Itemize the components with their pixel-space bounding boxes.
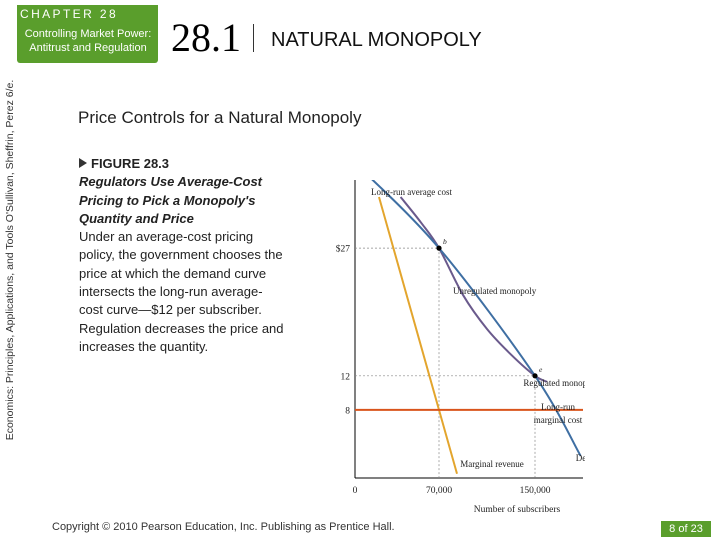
label-regulated-monopoly: Regulated monopoly	[523, 378, 585, 388]
book-credit-text: Economics: Principles, Applications, and…	[4, 79, 16, 441]
figure-title: Regulators Use Average-Cost Pricing to P…	[79, 174, 263, 226]
vertical-book-credit: Economics: Principles, Applications, and…	[0, 0, 20, 520]
x-tick-label: 70,000	[426, 486, 452, 496]
figure-caption: FIGURE 28.3 Regulators Use Average-Cost …	[79, 155, 284, 356]
chart-series-group	[355, 180, 583, 475]
label-unregulated-monopoly: Unregulated monopoly	[453, 286, 537, 296]
x-axis-label: Number of subscribers	[474, 504, 561, 515]
figure-note: Regulation decreases the price and incre…	[79, 320, 284, 354]
label-demand: Demand	[576, 453, 585, 463]
page-indicator: 8 of 23	[661, 521, 711, 537]
figure-description: Under an average-cost pricing policy, th…	[79, 229, 283, 318]
label-long-run-marginal-cost-line2: marginal cost	[534, 415, 583, 425]
chart-axes: 8 12 $27 0 70,000 150,000 Number of subscriber…	[336, 180, 583, 515]
chapter-label: CHAPTER 28	[20, 7, 119, 21]
y-tick-label: 8	[345, 406, 350, 416]
x-tick-label: 150,000	[520, 486, 551, 496]
chart-labels-group: Long-run average cost Unregulated monopol…	[371, 187, 585, 469]
point-b	[436, 245, 442, 251]
section-divider	[253, 24, 254, 52]
x-tick-label: 0	[353, 486, 358, 496]
label-long-run-marginal-cost-line1: Long-run	[541, 402, 575, 412]
point-label-e: e	[539, 365, 543, 374]
y-tick-label: 12	[341, 372, 351, 382]
point-e	[532, 373, 538, 379]
y-tick-label: $27	[336, 244, 351, 255]
figure-label-text: FIGURE 28.3	[91, 156, 170, 171]
chapter-header-box	[17, 5, 158, 63]
section-title: NATURAL MONOPOLY	[271, 29, 482, 51]
natural-monopoly-chart: 8 12 $27 0 70,000 150,000 Number of subscriber…	[336, 180, 585, 515]
chapter-subtitle: Controlling Market Power: Antitrust and …	[24, 28, 152, 54]
chart-points-group: be	[436, 237, 543, 379]
series-demand	[371, 180, 582, 457]
point-label-b: b	[443, 237, 447, 246]
label-marginal-revenue: Marginal revenue	[460, 459, 524, 469]
slide-title: Price Controls for a Natural Monopoly	[78, 108, 362, 127]
triangle-bullet-icon	[79, 158, 87, 168]
figure-label: FIGURE 28.3	[79, 155, 284, 173]
copyright-text: Copyright © 2010 Pearson Education, Inc.…	[52, 521, 395, 533]
section-number: 28.1	[171, 15, 241, 60]
label-long-run-average-cost: Long-run average cost	[371, 187, 452, 197]
